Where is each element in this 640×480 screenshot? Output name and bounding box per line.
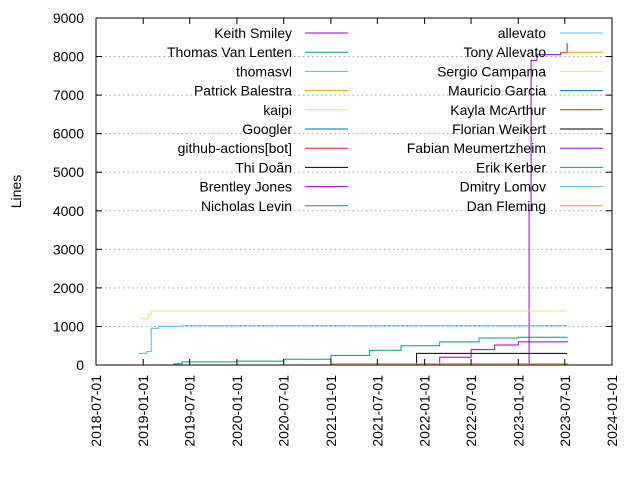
y-tick-label: 6000 (53, 126, 84, 142)
legend-entry-label: allevato (498, 25, 546, 41)
x-tick-label: 2019-01-01 (135, 375, 151, 447)
series-line (424, 341, 568, 366)
legend-entry-label: Erik Kerber (476, 159, 546, 175)
legend-entry-label: Thi Doãn (235, 159, 292, 175)
y-tick-label: 8000 (53, 49, 84, 65)
y-axis-title: Lines (8, 175, 24, 208)
legend-entry-label: Sergio Campama (437, 63, 546, 79)
legend-entry-label: Nicholas Levin (201, 198, 292, 214)
y-tick-label: 9000 (53, 10, 84, 26)
legend-entry-label: Dmitry Lomov (460, 179, 546, 195)
series-line (151, 336, 568, 366)
x-tick-label: 2021-01-01 (323, 375, 339, 447)
legend-entry-label: Dan Fleming (467, 198, 546, 214)
grid-lines (96, 56, 612, 327)
y-tick-label: 7000 (53, 87, 84, 103)
legend-entry-label: Patrick Balestra (194, 83, 292, 99)
legend-entry-label: Fabian Meumertzheim (407, 140, 546, 156)
x-tick-label: 2023-01-01 (510, 375, 526, 447)
legend-entry-label: kaipi (263, 102, 292, 118)
x-tick-label: 2019-07-01 (182, 375, 198, 447)
legend-entry-label: Keith Smiley (214, 25, 292, 41)
y-tick-label: 4000 (53, 203, 84, 219)
legend-entry-label: Brentley Jones (199, 179, 292, 195)
legend-entry-label: Mauricio Garcia (448, 83, 546, 99)
x-tick-label: 2022-07-01 (463, 375, 479, 447)
legend-entry-label: Kayla McArthur (450, 102, 546, 118)
y-tick-label: 2000 (53, 280, 84, 296)
legend-entry-label: Thomas Van Lenten (167, 44, 292, 60)
x-tick-label: 2020-01-01 (229, 375, 245, 447)
y-tick-label: 3000 (53, 241, 84, 257)
plot-frame (95, 17, 613, 366)
legend-entry-label: Tony Allevato (464, 44, 547, 60)
series-line (138, 325, 568, 354)
legend-entry-label: github-actions[bot] (178, 140, 292, 156)
y-tick-label: 1000 (53, 318, 84, 334)
x-tick-label: 2022-01-01 (417, 375, 433, 447)
x-tick-label: 2020-07-01 (276, 375, 292, 447)
legend: Keith Smiley Thomas Van Lenten thomasvl Pat… (167, 25, 603, 214)
x-tick-label: 2023-07-01 (557, 375, 573, 447)
y-tick-label: 0 (76, 357, 84, 373)
x-tick-label: 2018-07-01 (88, 375, 104, 447)
axis-ticks: 0 1000 2000 3000 4000 5000 6000 7000 8000 9000 201… (53, 10, 620, 447)
y-tick-label: 5000 (53, 164, 84, 180)
legend-entry-label: Googler (242, 121, 292, 137)
x-tick-label: 2021-07-01 (369, 375, 385, 447)
legend-entry-label: thomasvl (236, 63, 292, 79)
legend-entry-label: Florian Weikert (452, 121, 546, 137)
series-line (377, 352, 568, 366)
x-tick-label: 2024-01-01 (604, 375, 620, 447)
series-line (140, 310, 568, 320)
